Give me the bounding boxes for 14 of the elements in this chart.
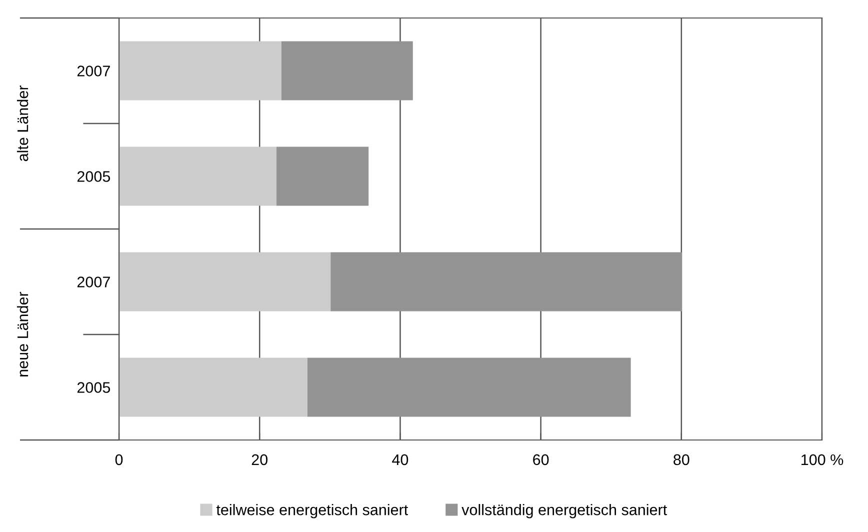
y-tick-label: 2007 <box>77 66 110 76</box>
x-tick-label: 100 % <box>802 454 844 466</box>
x-tick-label: 60 <box>533 454 549 466</box>
x-tick-label: 40 <box>392 454 408 466</box>
x-tick-label: 80 <box>674 454 690 466</box>
x-tick-label: 0 <box>115 454 123 466</box>
legend-label: vollständig energetisch saniert <box>462 504 667 518</box>
text: alte Länder <box>16 86 28 162</box>
y-tick-label: 2007 <box>77 276 110 288</box>
x-tick-label: 20 <box>252 454 268 466</box>
y-tick-label: 2005 <box>77 171 110 182</box>
legend-label: teilweise energetisch saniert <box>216 504 408 518</box>
y-tick-label: 2005 <box>77 382 110 393</box>
text: neue Länder <box>16 292 28 376</box>
